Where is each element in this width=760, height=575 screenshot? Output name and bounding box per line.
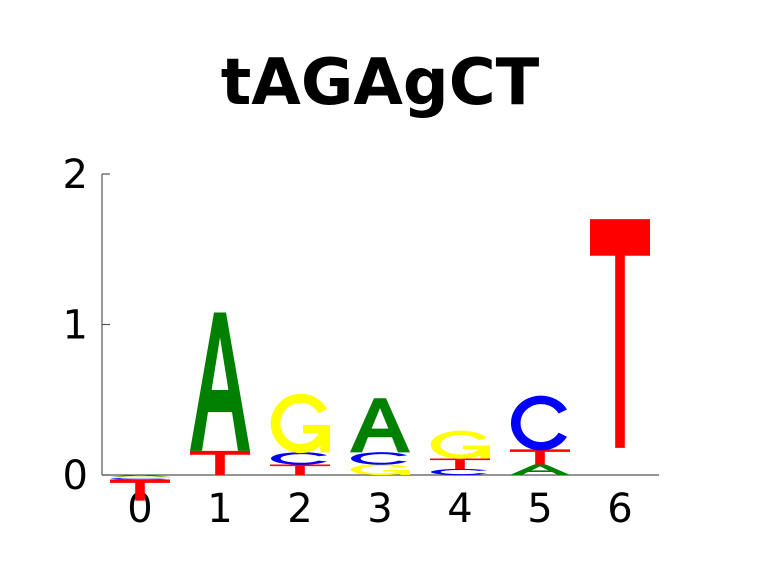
y-tick-label: 1 — [63, 303, 88, 349]
letter-a-pos-3 — [350, 398, 410, 453]
letter-a-pos-0 — [110, 475, 170, 477]
letter-a-pos-5 — [510, 464, 570, 475]
letter-a-pos-1 — [190, 312, 250, 451]
letter-t-pos-5 — [510, 449, 570, 465]
letter-c-pos-2 — [271, 452, 327, 465]
y-tick-label: 0 — [63, 453, 88, 499]
x-tick-label: 2 — [287, 486, 312, 532]
letter-t-pos-1 — [190, 450, 250, 475]
x-tick-label: 5 — [527, 486, 552, 532]
y-tick-label: 2 — [63, 152, 88, 198]
x-tick-label: 1 — [207, 486, 232, 532]
letter-t-pos-4 — [430, 458, 490, 469]
letter-g-pos-4 — [430, 430, 490, 459]
letter-c-pos-3 — [351, 452, 407, 465]
x-tick-label: 4 — [447, 486, 472, 532]
x-tick-label: 3 — [367, 486, 392, 532]
letter-stacks — [110, 219, 650, 501]
letter-t-pos-6 — [590, 219, 650, 448]
letter-c-pos-0 — [111, 477, 167, 480]
letter-t-pos-2 — [270, 464, 330, 475]
letter-t-pos-0 — [110, 479, 170, 501]
letter-c-pos-5 — [510, 395, 567, 451]
letter-c-pos-4 — [431, 468, 487, 476]
letter-g-pos-3 — [350, 464, 410, 476]
letter-g-pos-2 — [270, 393, 330, 454]
letter-g-pos-0 — [110, 476, 170, 479]
x-tick-label: 6 — [607, 486, 632, 532]
chart-title: tAGAgCT — [220, 46, 540, 120]
